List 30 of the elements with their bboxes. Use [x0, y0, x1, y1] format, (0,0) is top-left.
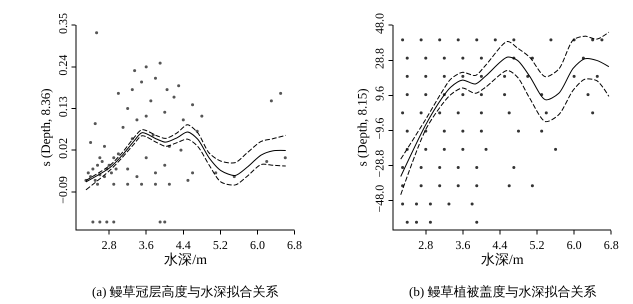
x-tick-label: 4.4: [176, 238, 191, 252]
x-tick-label: 5.2: [212, 238, 228, 252]
x-tick-label: 6.0: [250, 238, 265, 252]
x-tick-label: 4.4: [492, 238, 508, 252]
y-tick-label: 48.0: [372, 12, 387, 34]
y-tick-label: 9.6: [372, 86, 387, 102]
y-tick-label: 0.35: [56, 12, 70, 34]
y-tick-label: −28.8: [372, 150, 387, 178]
x-tick-label: 2.8: [418, 238, 434, 252]
y-tick-label: 28.8: [372, 48, 387, 69]
y-axis-title: s (Depth, 8.15): [354, 88, 370, 166]
y-tick-label: −48.0: [372, 184, 387, 212]
x-tick-label: 3.6: [455, 238, 470, 252]
text: (a) 鳗草冠层高度与水深拟合关系: [92, 284, 279, 299]
x-axis-title: 水深/m: [480, 252, 524, 268]
x-tick-label: 2.8: [102, 238, 117, 252]
y-tick-label: 0.02: [56, 138, 70, 159]
text: (b) 鳗草植被盖度与水深拟合关系: [409, 284, 596, 299]
y-tick-label: 0.13: [56, 96, 70, 118]
x-axis-title: 水深/m: [164, 252, 208, 268]
y-tick-label: 0.24: [56, 54, 70, 76]
y-tick-label: −9.6: [372, 118, 387, 140]
x-tick-label: 3.6: [138, 238, 154, 252]
x-tick-label: 6.8: [604, 238, 619, 252]
x-tick-label: 6.0: [566, 238, 582, 252]
x-tick-label: 5.2: [530, 238, 545, 252]
x-tick-label: 6.8: [287, 238, 302, 252]
y-axis-title: s (Depth, 8.36): [38, 88, 53, 166]
y-tick-label: −0.09: [56, 176, 70, 204]
line-series: [85, 135, 286, 190]
